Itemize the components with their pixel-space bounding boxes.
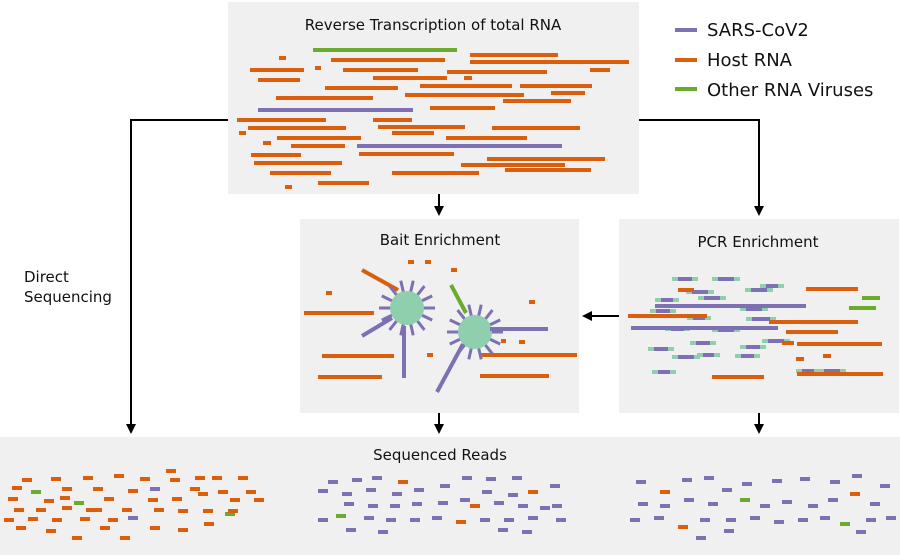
arrow-direct-sequencing — [126, 119, 228, 434]
bait-probe — [483, 309, 494, 322]
bait-particles — [360, 280, 512, 393]
bait-panel-title: Bait Enrichment — [380, 231, 501, 249]
legend-label-other-rna: Other RNA Viruses — [707, 80, 873, 101]
bait-probe — [483, 342, 494, 355]
bait-probe — [467, 304, 474, 318]
bait-host-rna-captured-fragment — [361, 268, 399, 292]
bait-bead-a — [379, 280, 435, 336]
pcr-fragments — [628, 277, 883, 379]
reads-panel — [0, 437, 900, 555]
bait-probe — [381, 313, 395, 322]
rt-panel-title: Reverse Transcription of total RNA — [305, 16, 562, 34]
bait-panel — [300, 219, 579, 413]
bait-probe — [487, 337, 501, 346]
bait-fragments — [304, 260, 577, 379]
bait-probe — [456, 309, 467, 322]
legend: SARS-CoV2 Host RNA Other RNA Viruses — [675, 20, 873, 101]
arrow-rt-to-pcr — [639, 119, 764, 216]
direct-sequencing-label-line1: Direct — [24, 268, 69, 286]
bait-probe — [399, 280, 406, 294]
bait-probe — [476, 346, 483, 360]
bait-probe — [419, 294, 433, 303]
legend-label-sars-cov2: SARS-CoV2 — [707, 20, 809, 41]
bait-probe — [408, 322, 415, 336]
bait-probe — [388, 318, 399, 331]
bait-probe — [487, 318, 501, 327]
reads-fragments — [4, 469, 896, 540]
bait-probe — [415, 285, 426, 298]
flow-arrows — [126, 119, 764, 434]
bait-probe — [408, 280, 415, 294]
bait-bead-b — [447, 304, 503, 360]
bait-probe — [449, 318, 463, 327]
pcr-panel-title: PCR Enrichment — [697, 233, 818, 251]
bait-other-rna-captured-fragment — [449, 284, 468, 314]
bait-captured-sars-cov2-fragment — [360, 316, 394, 338]
bait-probe — [467, 346, 474, 360]
bait-probe — [419, 313, 433, 322]
bait-probe — [476, 304, 483, 318]
bait-bead-core — [390, 291, 424, 325]
reads-panel-title: Sequenced Reads — [373, 446, 507, 464]
bait-captured-sars-cov2-fragment — [435, 343, 465, 393]
direct-sequencing-label-line2: Sequencing — [24, 288, 112, 306]
bait-probe — [449, 337, 463, 346]
rt-fragments — [237, 48, 629, 189]
bait-probe — [415, 318, 426, 331]
bait-bead-core — [458, 315, 492, 349]
bait-probe — [388, 285, 399, 298]
legend-label-host-rna: Host RNA — [707, 50, 793, 71]
bait-probe — [381, 294, 395, 303]
